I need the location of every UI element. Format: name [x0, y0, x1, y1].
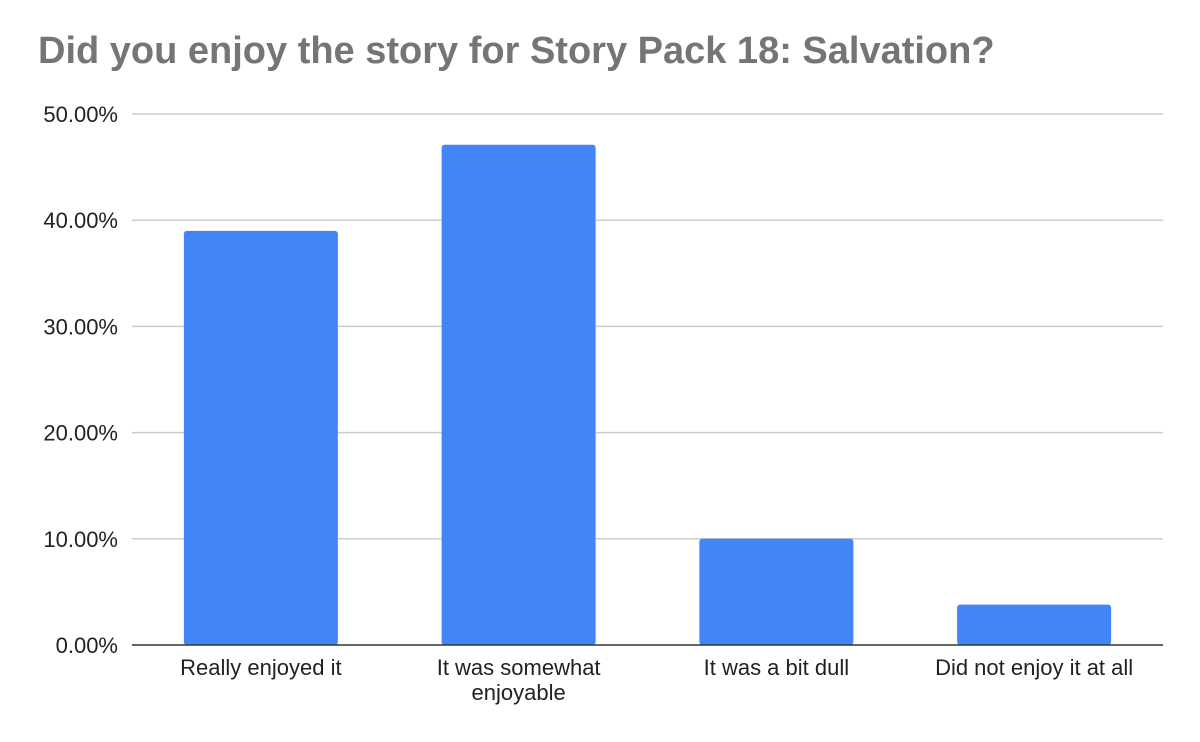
bar	[699, 538, 854, 645]
y-tick-label: 50.00%	[43, 102, 118, 127]
chart-title: Did you enjoy the story for Story Pack 1…	[38, 30, 995, 72]
x-category-label: It was a bit dull	[704, 655, 850, 680]
x-category-label: Did not enjoy it at all	[935, 655, 1133, 680]
y-axis-tick-labels: 0.00% 10.00% 20.00% 30.00% 40.00% 50.00%	[43, 102, 118, 658]
bar	[183, 230, 338, 645]
x-category-label: It was somewhat enjoyable	[437, 655, 601, 705]
y-tick-label: 40.00%	[43, 208, 118, 233]
bars	[183, 144, 1112, 645]
bar	[957, 604, 1112, 645]
y-tick-label: 10.00%	[43, 527, 118, 552]
x-axis-category-labels: Really enjoyed it It was somewhat enjoyabl…	[180, 655, 1133, 705]
bar	[441, 144, 596, 645]
y-tick-label: 30.00%	[43, 314, 118, 339]
y-tick-label: 0.00%	[56, 633, 118, 658]
y-tick-label: 20.00%	[43, 421, 118, 446]
x-category-label: Really enjoyed it	[180, 655, 341, 680]
